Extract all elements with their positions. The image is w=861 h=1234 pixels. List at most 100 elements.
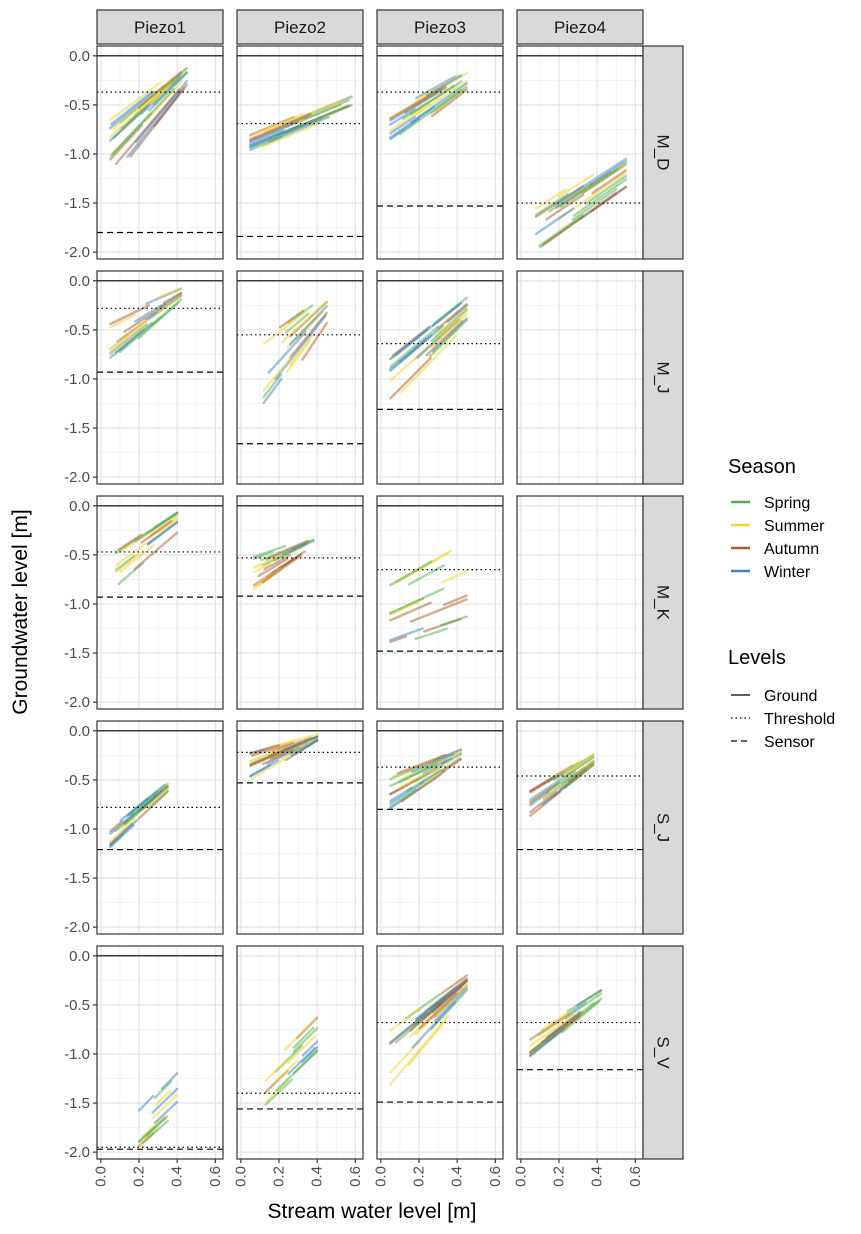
x-tick-label: 0.0: [92, 1166, 109, 1187]
series-line: [249, 113, 304, 137]
series-line: [109, 817, 136, 843]
series-line: [440, 569, 468, 584]
x-tick-label: 0.0: [512, 1166, 529, 1187]
strip-label: M_D: [654, 135, 673, 171]
legend-label: Winter: [764, 564, 811, 581]
panel-border: [236, 495, 364, 710]
strip-row-S_V: S_V: [642, 945, 684, 1160]
panel-border: [236, 945, 364, 1160]
series-line: [389, 560, 433, 587]
y-tick-label: 0.0: [69, 948, 90, 965]
series-line: [415, 985, 458, 1021]
series-line: [576, 989, 603, 1007]
series-line: [148, 789, 169, 809]
series-line: [436, 748, 463, 761]
series-line: [557, 173, 595, 198]
strip-label: M_K: [654, 585, 673, 621]
panel-border: [236, 45, 364, 260]
series-line: [289, 737, 319, 755]
panel-S_V-Piezo2: [236, 945, 364, 1160]
y-axis-label: Groundwater level [m]: [9, 509, 32, 714]
x-tick-label: 0.4: [589, 1166, 606, 1187]
legend-item-threshold: Threshold: [731, 711, 835, 728]
series-line: [389, 627, 424, 642]
series-line: [443, 594, 468, 606]
x-tick-label: 0.4: [309, 1166, 326, 1187]
strip-column-Piezo4: Piezo4: [516, 9, 644, 45]
series-line: [153, 1080, 173, 1099]
x-tick-label: 0.6: [487, 1166, 504, 1187]
panel-S_J-Piezo1: [96, 720, 224, 935]
series-line: [252, 562, 271, 573]
series-line: [401, 84, 456, 120]
x-tick-label: 0.2: [271, 1166, 288, 1187]
panel-M_K-Piezo3: [376, 495, 504, 710]
series-line: [589, 160, 628, 186]
panel-border: [376, 45, 504, 260]
series-line: [294, 739, 319, 756]
strip-label: Piezo1: [134, 18, 186, 37]
series-line: [440, 758, 463, 774]
legend-label: Sensor: [764, 734, 815, 751]
series-line: [252, 545, 287, 558]
series-line: [430, 308, 468, 343]
series-line: [414, 627, 449, 641]
series-line: [411, 1000, 457, 1049]
series-line: [292, 1026, 315, 1049]
series-line: [389, 762, 439, 788]
legend-levels-title: Levels: [728, 647, 786, 669]
series-line: [274, 1060, 298, 1084]
panel-M_K-Piezo1: [96, 495, 224, 710]
series-line: [137, 70, 183, 109]
x-tick-label: 0.4: [169, 1166, 186, 1187]
series-line: [115, 328, 145, 354]
x-tick-label: 0.2: [131, 1166, 148, 1187]
series-line: [428, 318, 468, 358]
strip-row-M_D: M_D: [642, 45, 684, 260]
panel-border: [96, 720, 224, 935]
series-line: [126, 89, 182, 158]
series-line: [389, 635, 408, 644]
series-line: [301, 321, 328, 361]
panel-border: [376, 720, 504, 935]
series-line: [568, 761, 595, 783]
x-tick-label: 0.6: [207, 1166, 224, 1187]
series-line: [529, 790, 550, 807]
series-line: [262, 373, 283, 399]
series-line: [137, 1117, 166, 1144]
legend-label: Ground: [764, 688, 817, 705]
panel-background: [237, 271, 363, 484]
series-line: [287, 1046, 317, 1075]
strip-background: [642, 495, 684, 710]
series-line: [285, 339, 312, 373]
series-line: [261, 554, 303, 584]
series-line: [400, 335, 457, 393]
series-line: [440, 615, 468, 627]
series-line: [114, 88, 181, 166]
y-tick-label: -1.5: [64, 1095, 90, 1112]
series-line: [262, 377, 283, 405]
series-line: [273, 539, 315, 562]
panel-background: [517, 271, 643, 484]
series-line: [434, 986, 468, 1022]
panel-border: [96, 270, 224, 485]
series-line: [430, 754, 463, 774]
series-line: [558, 755, 595, 781]
series-line: [109, 81, 162, 122]
series-line: [389, 117, 420, 141]
series-line: [584, 174, 628, 205]
panel-M_J-Piezo2: [236, 270, 364, 485]
series-line: [261, 121, 322, 148]
series-line: [114, 554, 136, 572]
series-line: [155, 1089, 172, 1106]
y-tick-label: -2.0: [64, 919, 90, 936]
series-line: [409, 82, 468, 124]
panel-border: [376, 270, 504, 485]
y-tick-label: -2.0: [64, 1144, 90, 1161]
panel-S_J-Piezo4: [516, 720, 644, 935]
legend-item-ground: Ground: [731, 688, 817, 705]
series-line: [158, 518, 179, 534]
strip-label: S_J: [654, 813, 673, 842]
series-line: [429, 85, 468, 115]
